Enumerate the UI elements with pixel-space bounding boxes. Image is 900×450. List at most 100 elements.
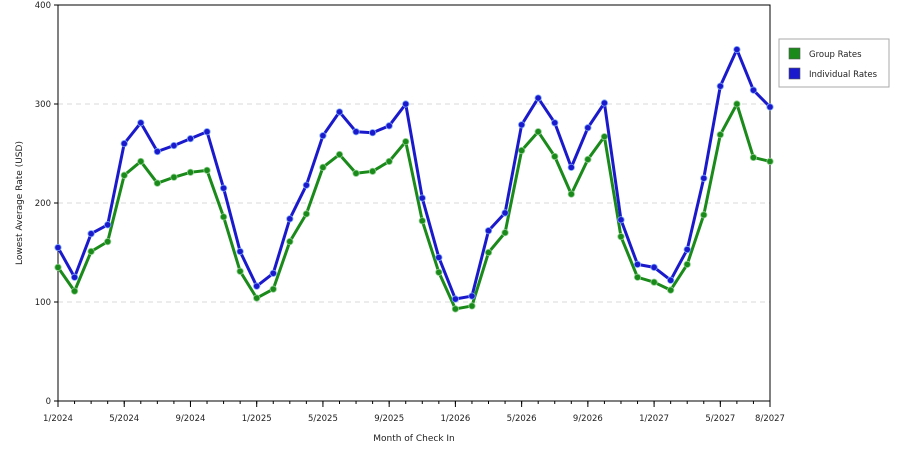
x-axis-title: Month of Check In [373,434,455,444]
data-point [302,181,310,189]
series-line [56,102,771,311]
data-point [617,216,625,224]
data-point [219,213,228,221]
data-point [253,294,261,302]
y-axis-title: Lowest Average Rate (USD) [15,141,25,265]
series-individual-rates [54,45,774,303]
data-point [567,163,575,171]
data-point [402,100,410,108]
data-point [518,121,526,129]
y-tick-label: 0 [46,397,51,407]
x-tick-label: 1/2027 [639,414,669,424]
y-axis-ticks: 0 100 200 300 400 [35,1,58,407]
data-point [87,230,95,238]
x-tick-label: 8/2027 [755,414,785,424]
data-point [650,278,658,286]
data-point [236,267,244,275]
x-tick-label: 9/2025 [374,414,404,424]
x-tick-label: 5/2026 [507,414,537,424]
data-point [186,135,195,143]
data-point [733,45,741,54]
data-point [700,174,708,182]
x-tick-label: 5/2025 [308,414,338,424]
data-point [600,133,609,141]
data-point [534,128,542,136]
legend: Group Rates Individual Rates [778,38,890,88]
series-group-rates [54,100,774,313]
data-point [286,215,294,223]
series-layer [54,45,774,313]
data-point [269,269,277,277]
data-point [302,210,310,218]
data-point [70,273,79,281]
data-point [120,140,128,148]
data-point [667,286,675,294]
data-point [54,263,62,271]
data-point [418,194,426,202]
legend-label: Individual Rates [809,70,878,80]
data-point [551,119,559,127]
data-point [451,305,459,313]
data-point [352,169,360,177]
data-point [633,260,642,268]
data-point [700,211,708,219]
x-tick-label: 9/2026 [573,414,603,424]
data-point [236,247,244,256]
data-point [567,190,575,198]
data-point [468,302,476,310]
x-tick-label: 1/2026 [440,414,470,424]
data-point [319,163,327,171]
data-point [335,108,344,116]
data-point [451,295,459,303]
data-point [468,292,476,300]
y-tick-label: 200 [35,199,51,209]
data-point [418,217,426,225]
data-point [137,119,145,127]
data-point [54,243,62,252]
data-point [352,128,360,136]
data-point [87,247,95,256]
data-point [733,100,741,108]
data-point [683,260,691,268]
data-point [70,287,79,295]
data-point [716,131,724,139]
data-point [683,245,691,254]
data-point [402,138,410,146]
data-point [716,82,724,90]
data-point [104,221,112,229]
x-tick-label: 5/2024 [109,414,139,424]
x-tick-label: 1/2024 [43,414,73,424]
x-tick-label: 5/2027 [705,414,735,424]
data-point [600,99,609,107]
data-point [534,94,542,102]
x-tick-label: 1/2025 [242,414,272,424]
data-point [551,152,559,161]
data-point [766,157,774,166]
data-point [104,238,112,246]
y-tick-label: 400 [35,1,51,11]
data-point [749,153,758,162]
data-point [153,147,161,156]
data-point [749,86,758,94]
data-point [617,233,625,241]
data-point [335,150,344,159]
data-point [170,141,178,150]
data-point [153,179,161,187]
data-point [584,124,592,132]
data-point [369,167,377,175]
data-point [170,173,178,181]
data-point [518,146,526,155]
data-point [633,273,642,281]
data-point [120,171,128,179]
y-tick-label: 300 [35,100,51,110]
x-tick-label: 9/2024 [176,414,206,424]
grid-lines [58,103,770,303]
data-point [385,122,393,130]
data-point [667,276,675,284]
data-point [435,253,443,262]
data-point [484,227,493,235]
data-point [286,238,294,246]
data-point [369,129,377,137]
data-point [435,268,443,276]
data-point [385,157,393,166]
